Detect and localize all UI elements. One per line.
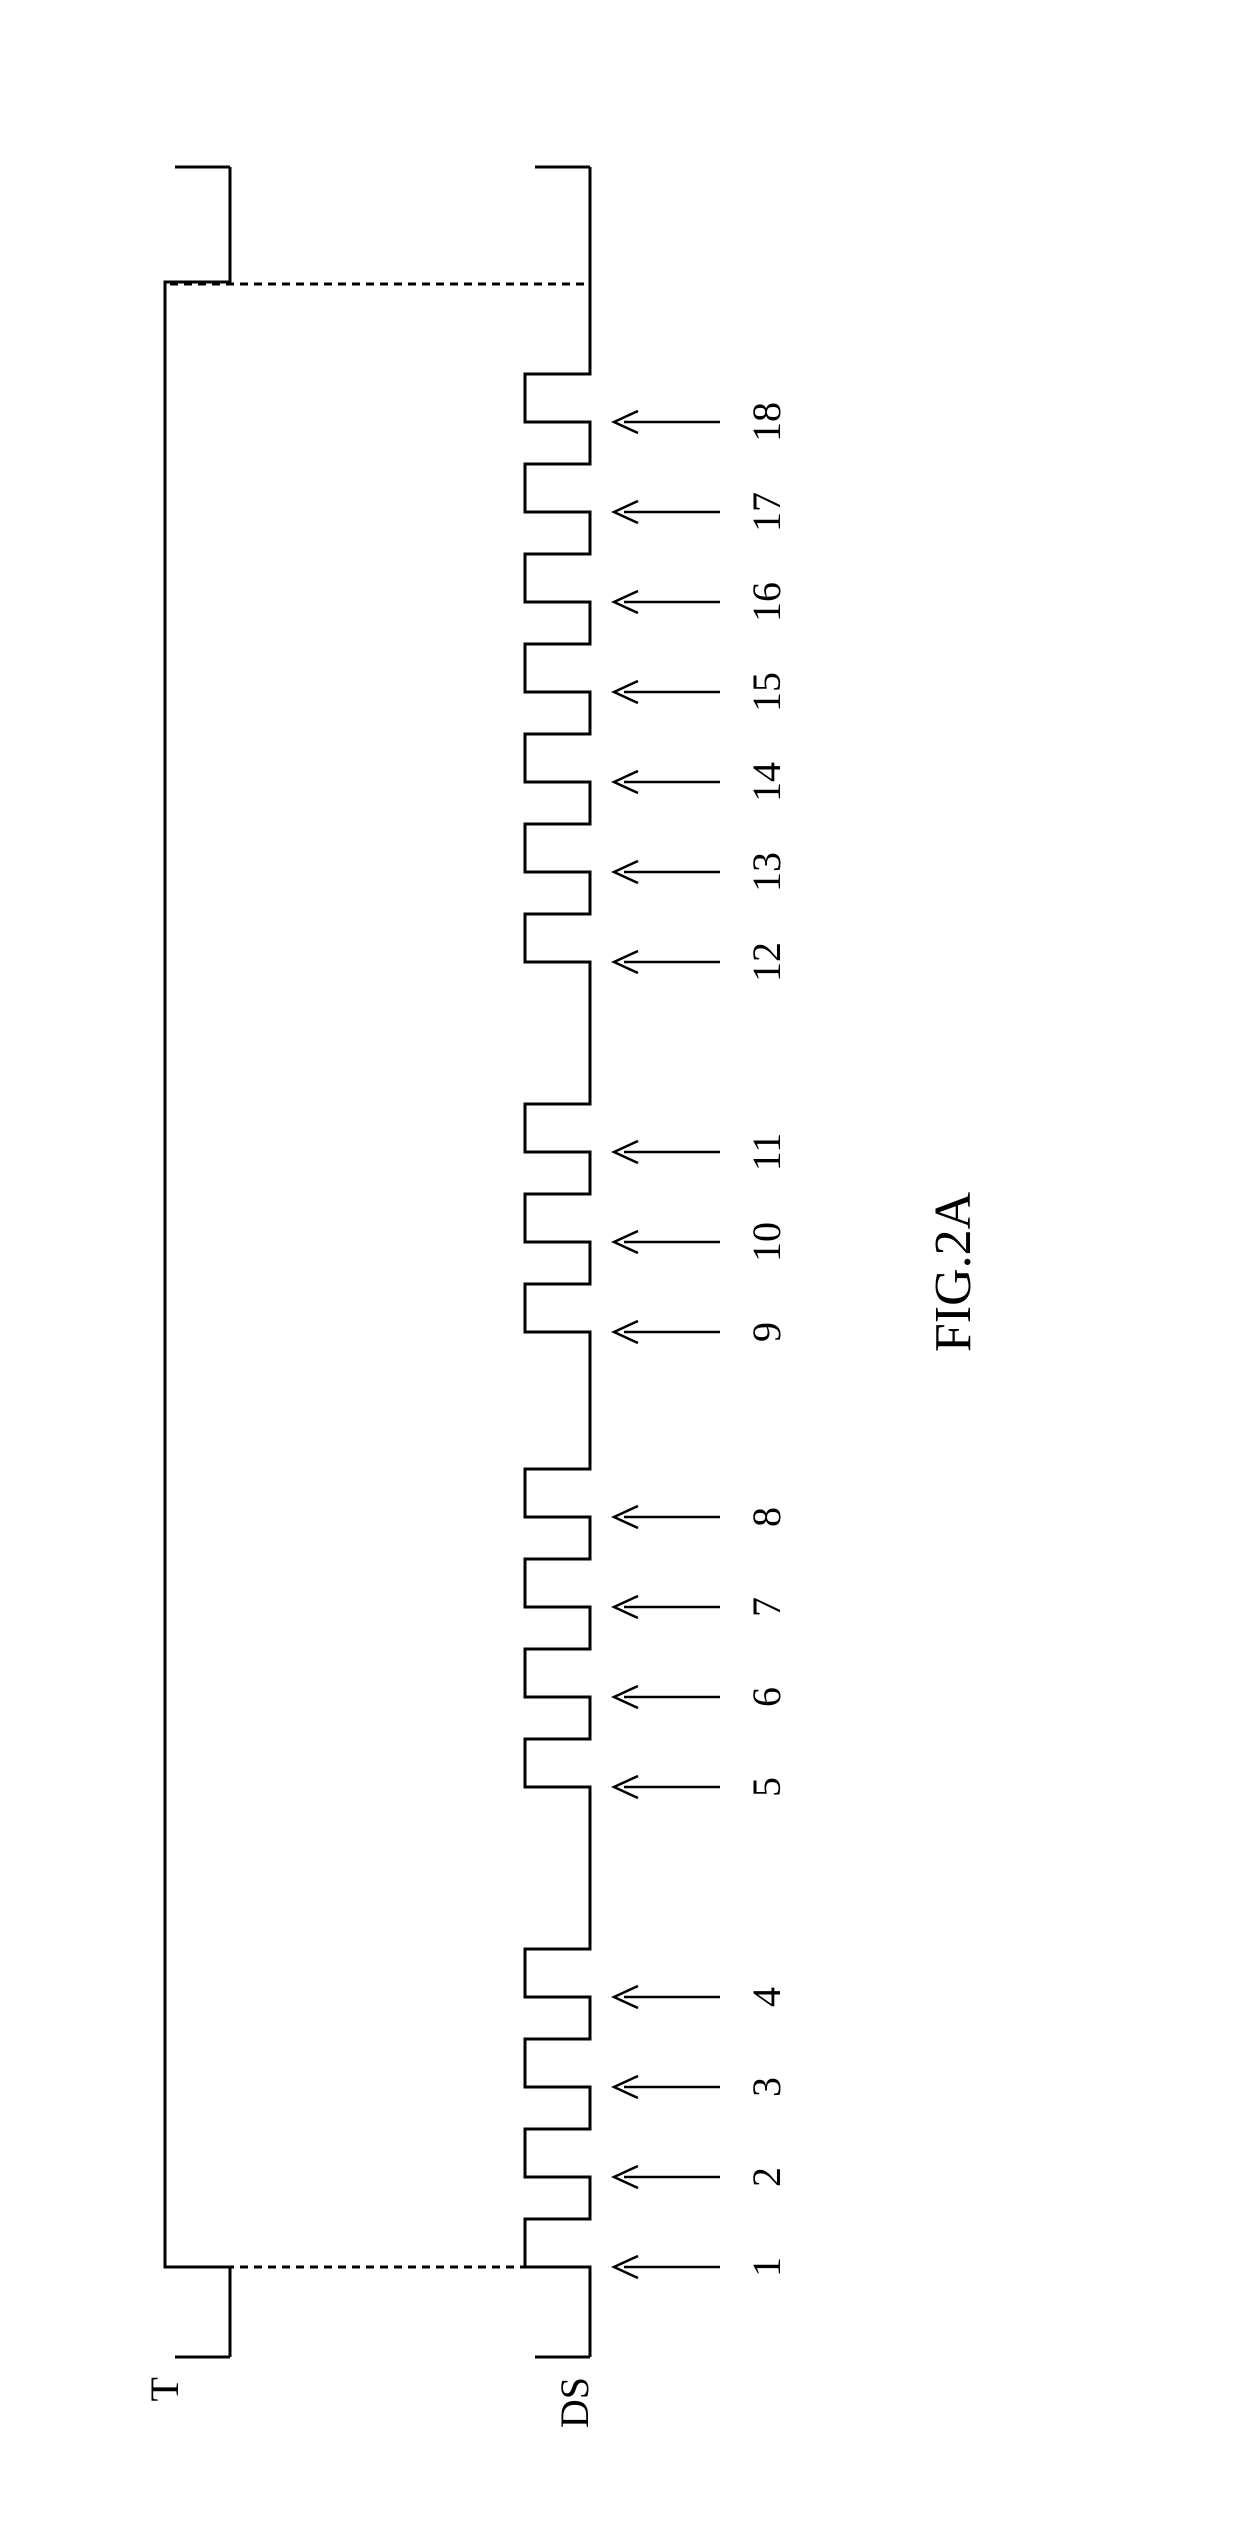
- pulse-number-13: 13: [744, 852, 789, 892]
- pulse-number-5: 5: [744, 1777, 789, 1797]
- pulse-number-6: 6: [744, 1687, 789, 1707]
- ds-signal-waveform: [525, 167, 590, 2357]
- pulse-number-2: 2: [744, 2167, 789, 2187]
- pulse-number-4: 4: [744, 1987, 789, 2007]
- pulse-number-9: 9: [744, 1322, 789, 1342]
- pulse-number-12: 12: [744, 942, 789, 982]
- signal-label-ds: DS: [552, 2377, 597, 2428]
- pulse-number-3: 3: [744, 2077, 789, 2097]
- t-signal-waveform: [165, 167, 230, 2357]
- timing-diagram-container: TDS123456789101112131415161718FIG.2A: [70, 72, 1170, 2472]
- pulse-number-16: 16: [744, 582, 789, 622]
- pulse-number-14: 14: [744, 762, 789, 802]
- pulse-number-8: 8: [744, 1507, 789, 1527]
- pulse-number-15: 15: [744, 672, 789, 712]
- pulse-number-11: 11: [744, 1132, 789, 1171]
- timing-diagram-svg: TDS123456789101112131415161718FIG.2A: [70, 72, 1170, 2472]
- figure-label: FIG.2A: [925, 1191, 982, 1352]
- pulse-number-7: 7: [744, 1597, 789, 1617]
- pulse-number-17: 17: [744, 492, 789, 532]
- signal-label-t: T: [142, 2377, 187, 2401]
- pulse-number-18: 18: [744, 402, 789, 442]
- pulse-number-10: 10: [744, 1222, 789, 1262]
- pulse-number-1: 1: [744, 2257, 789, 2277]
